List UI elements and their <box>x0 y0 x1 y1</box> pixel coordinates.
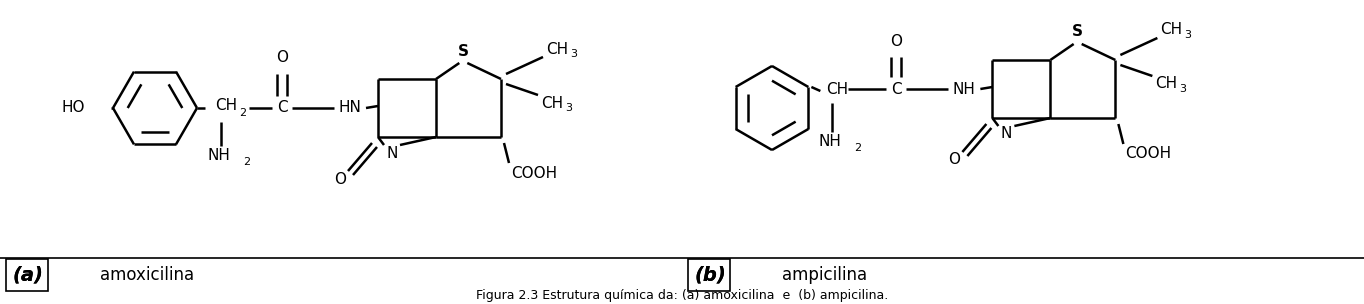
Text: 2: 2 <box>243 157 250 167</box>
FancyBboxPatch shape <box>687 259 730 291</box>
Text: NH: NH <box>207 148 231 164</box>
Text: NH: NH <box>953 81 975 96</box>
Text: O: O <box>334 171 346 186</box>
Text: O: O <box>276 50 288 65</box>
Text: CH: CH <box>546 42 569 57</box>
Text: (b): (b) <box>694 265 726 285</box>
Text: C: C <box>891 81 902 96</box>
Text: CH: CH <box>542 95 563 110</box>
Text: N: N <box>386 146 398 161</box>
Text: CH: CH <box>216 98 237 113</box>
Text: 3: 3 <box>565 103 572 113</box>
Text: O: O <box>891 33 903 49</box>
Text: 3: 3 <box>1180 84 1187 94</box>
Text: NH: NH <box>818 134 842 150</box>
Text: 2: 2 <box>854 143 862 153</box>
Text: CH: CH <box>1155 77 1177 92</box>
Text: CH: CH <box>827 81 848 96</box>
Text: ampicilina: ampicilina <box>782 266 868 284</box>
Text: C: C <box>277 101 288 116</box>
Text: (a): (a) <box>12 265 44 285</box>
Text: O: O <box>948 153 960 168</box>
Text: HN: HN <box>338 101 361 116</box>
Text: COOH: COOH <box>1125 147 1172 161</box>
FancyBboxPatch shape <box>5 259 48 291</box>
Text: CH: CH <box>1161 22 1183 37</box>
Text: 3: 3 <box>1184 30 1191 40</box>
Text: S: S <box>458 43 469 58</box>
Text: COOH: COOH <box>512 165 557 181</box>
Text: HO: HO <box>61 101 85 116</box>
Text: Figura 2.3 Estrutura química da: (a) amoxicilina  e  (b) ampicilina.: Figura 2.3 Estrutura química da: (a) amo… <box>476 288 888 302</box>
Text: amoxicilina: amoxicilina <box>100 266 194 284</box>
Text: S: S <box>1072 25 1083 40</box>
Text: 2: 2 <box>239 108 246 118</box>
Text: 3: 3 <box>570 49 577 59</box>
Text: (a): (a) <box>12 265 44 285</box>
Text: N: N <box>1001 126 1012 141</box>
Text: (b): (b) <box>694 265 726 285</box>
